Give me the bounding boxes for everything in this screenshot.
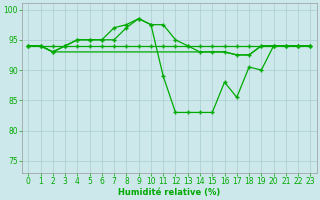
X-axis label: Humidité relative (%): Humidité relative (%) bbox=[118, 188, 220, 197]
